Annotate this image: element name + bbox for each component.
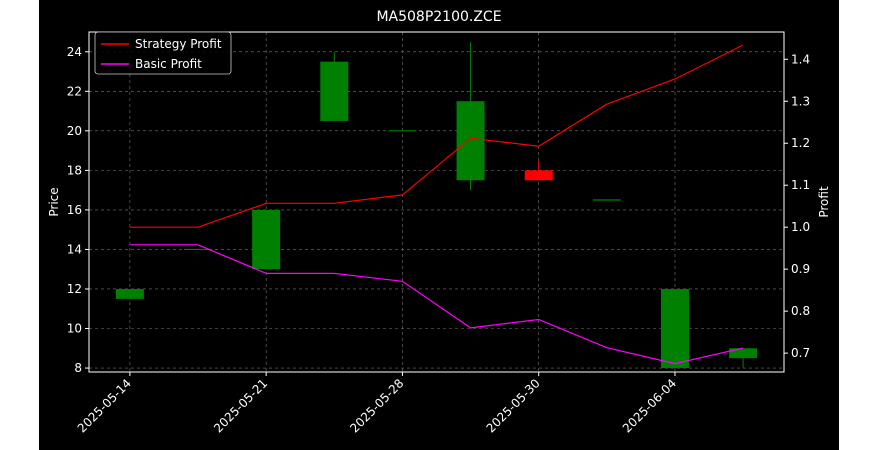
profit-tick-label: 0.7 <box>791 346 810 360</box>
candle-body <box>252 209 281 270</box>
candlesticks <box>115 41 758 369</box>
profit-tick-label: 1.0 <box>791 220 810 234</box>
profit-tick-label: 1.4 <box>791 52 810 66</box>
price-axis: 8 10 12 14 16 18 20 22 24 <box>67 45 89 375</box>
price-tick-label: 12 <box>67 282 82 296</box>
candle-body <box>456 101 485 181</box>
candle-body <box>524 170 553 181</box>
price-tick-label: 14 <box>67 242 82 256</box>
price-tick-label: 10 <box>67 322 82 336</box>
candle-body <box>115 288 144 299</box>
profit-tick-label: 1.3 <box>791 94 810 108</box>
legend-label: Basic Profit <box>135 57 202 71</box>
price-tick-label: 8 <box>74 361 82 375</box>
profit-axis: 0.7 0.8 0.9 1.0 1.1 1.2 1.3 1.4 <box>784 52 810 360</box>
price-tick-label: 22 <box>67 84 82 98</box>
chart-title: MA508P2100.ZCE <box>376 9 501 25</box>
profit-lines <box>129 44 744 365</box>
candle-body <box>729 348 758 359</box>
profit-tick-label: 0.8 <box>791 304 810 318</box>
profit-tick-label: 1.1 <box>791 178 810 192</box>
price-tick-label: 18 <box>67 163 82 177</box>
basic-profit-line <box>129 244 744 365</box>
plot-frame <box>88 31 785 373</box>
candle-body <box>660 288 689 369</box>
price-tick-label: 24 <box>67 45 82 59</box>
legend: Strategy Profit Basic Profit <box>94 31 232 75</box>
profit-tick-label: 0.9 <box>791 262 810 276</box>
price-tick-label: 16 <box>67 203 82 217</box>
candle-body <box>320 61 349 121</box>
profit-tick-label: 1.2 <box>791 136 810 150</box>
legend-label: Strategy Profit <box>135 37 222 51</box>
strategy-profit-line <box>129 44 744 228</box>
figure-background <box>39 0 839 450</box>
profit-axis-label: Profit <box>817 186 831 218</box>
price-tick-label: 20 <box>67 124 82 138</box>
price-axis-label: Price <box>47 187 61 216</box>
